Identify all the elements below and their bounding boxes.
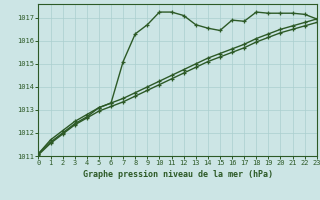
X-axis label: Graphe pression niveau de la mer (hPa): Graphe pression niveau de la mer (hPa)	[83, 170, 273, 179]
